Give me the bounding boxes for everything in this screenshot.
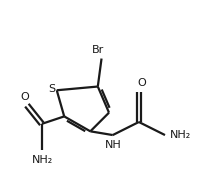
Text: NH: NH xyxy=(105,140,122,150)
Text: O: O xyxy=(137,78,146,88)
Text: NH₂: NH₂ xyxy=(32,155,53,165)
Text: Br: Br xyxy=(92,45,104,55)
Text: NH₂: NH₂ xyxy=(170,130,191,140)
Text: S: S xyxy=(49,84,56,94)
Text: O: O xyxy=(21,92,29,102)
